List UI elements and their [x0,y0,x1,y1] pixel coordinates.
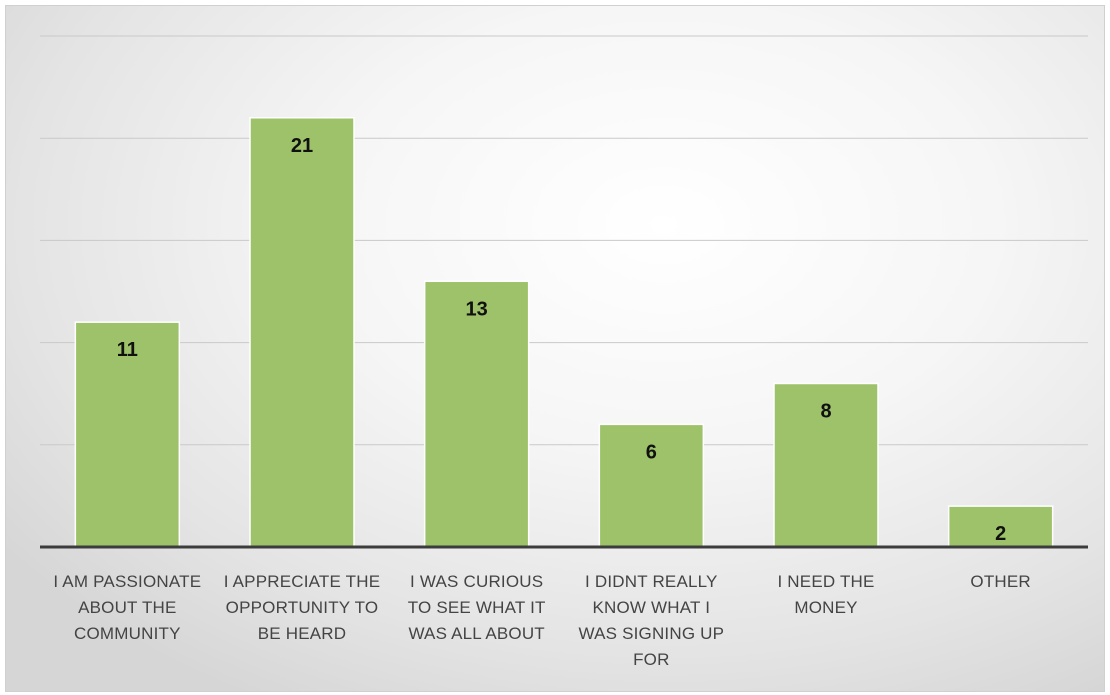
category-label: OPPORTUNITY TO [226,598,379,617]
bar [773,382,879,548]
chart-area: 11 21 13 6 8 2 I AM PASSIONATE ABOUT THE COMMUNI… [5,5,1105,692]
data-label: 13 [466,298,488,320]
category-label: WAS SIGNING UP [578,624,724,643]
category-label: FOR [633,650,669,669]
category-label: I NEED THE [777,572,874,591]
category-label: COMMUNITY [74,624,181,643]
bar [249,117,355,548]
data-label: 21 [291,135,313,157]
category-label: WAS ALL ABOUT [408,624,544,643]
category-label: I WAS CURIOUS [410,572,543,591]
category-label: KNOW WHAT I [592,598,710,617]
category-label: ABOUT THE [78,598,176,617]
category-label: I APPRECIATE THE [224,572,381,591]
data-label: 8 [820,400,831,422]
category-label: I DIDNT REALLY [585,572,718,591]
bar-chart: 11 21 13 6 8 2 I AM PASSIONATE ABOUT THE COMMUNI… [40,35,1088,669]
category-label: TO SEE WHAT IT [408,598,546,617]
category-label: I AM PASSIONATE [53,572,201,591]
data-label: 11 [117,339,138,361]
data-label: 2 [995,523,1006,545]
bar [947,505,1054,548]
bar [74,321,181,548]
data-label: 6 [646,441,657,463]
category-label: MONEY [794,598,857,617]
category-label: BE HEARD [258,624,347,643]
bar [423,280,530,548]
category-label: OTHER [970,572,1031,591]
